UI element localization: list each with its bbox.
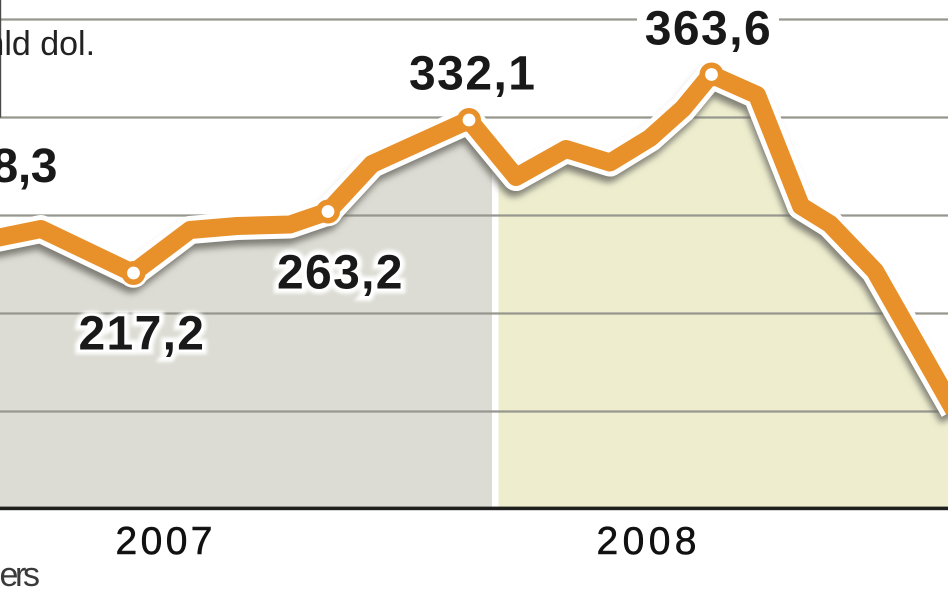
svg-text:mld dol.: mld dol.	[0, 25, 95, 63]
svg-text:8,3: 8,3	[0, 140, 58, 193]
svg-text:363,6: 363,6	[645, 3, 771, 56]
svg-text:332,1: 332,1	[409, 48, 535, 101]
svg-text:217,2: 217,2	[79, 308, 205, 361]
svg-text:263,2: 263,2	[277, 247, 403, 300]
svg-text:8,3: 8,3	[0, 140, 58, 193]
svg-text:263,2: 263,2	[277, 247, 403, 300]
svg-text:363,6: 363,6	[645, 3, 771, 56]
svg-text:363,6: 363,6	[645, 3, 771, 56]
svg-text:217,2: 217,2	[79, 308, 205, 361]
svg-text:ers: ers	[0, 556, 40, 593]
svg-text:332,1: 332,1	[409, 48, 535, 101]
svg-text:2008: 2008	[597, 520, 697, 563]
svg-text:217,2: 217,2	[79, 308, 205, 361]
svg-text:2007: 2007	[116, 520, 213, 563]
svg-text:332,1: 332,1	[409, 48, 535, 101]
svg-text:263,2: 263,2	[277, 247, 403, 300]
svg-text:8,3: 8,3	[0, 140, 58, 193]
